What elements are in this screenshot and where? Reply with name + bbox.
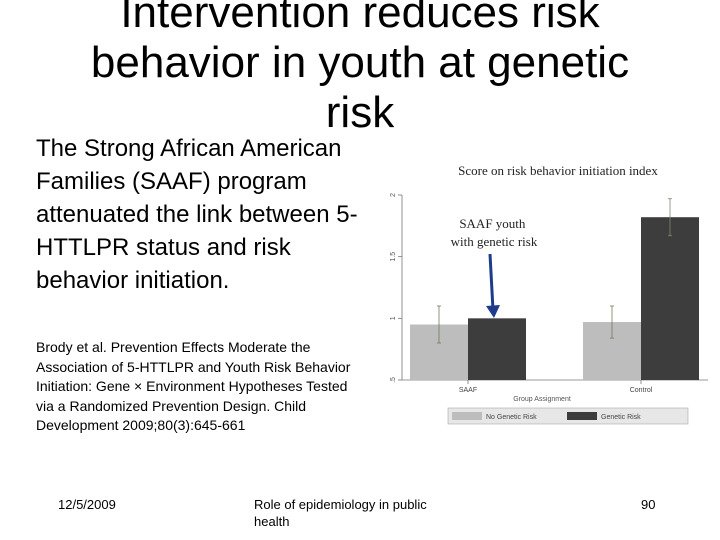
slide-title: Intervention reduces risk behavior in yo…	[90, 0, 630, 137]
y-tick-label: 1.5	[390, 252, 397, 262]
footer-date: 12/5/2009	[58, 497, 116, 512]
annotation-arrow-head	[486, 305, 500, 318]
legend-items: No Genetic Risk Genetic Risk	[452, 412, 641, 421]
x-axis-label: Group Assignment	[513, 396, 571, 403]
footer-page-number: 90	[641, 497, 656, 512]
slide-body-text: The Strong African American Families (SA…	[36, 135, 358, 294]
chart-annotation-line-2: with genetic risk	[451, 234, 538, 249]
y-tick-label: .5	[390, 377, 397, 383]
legend-label: Genetic Risk	[601, 414, 641, 421]
citation: Brody et al. Prevention Effects Moderate…	[36, 339, 351, 433]
legend-swatch	[452, 412, 482, 420]
chart-annotation: SAAF youth with genetic risk	[451, 216, 538, 249]
chart-annotation-line-1: SAAF youth	[459, 216, 526, 231]
bar-genetic-risk	[468, 318, 526, 380]
legend-label: No Genetic Risk	[486, 414, 537, 421]
bar-chart: Score on risk behavior initiation index …	[360, 150, 716, 432]
bar-genetic-risk	[641, 217, 699, 380]
legend-swatch	[567, 412, 597, 420]
y-tick-label: 2	[390, 193, 397, 197]
y-tick-label: 1	[390, 316, 397, 320]
x-tick-label: Control	[630, 387, 653, 394]
footer-center-text: Role of epidemiology in public health	[254, 497, 427, 529]
annotation-arrow-line	[488, 253, 495, 311]
chart-title: Score on risk behavior initiation index	[458, 163, 658, 178]
x-tick-label: SAAF	[459, 387, 477, 394]
